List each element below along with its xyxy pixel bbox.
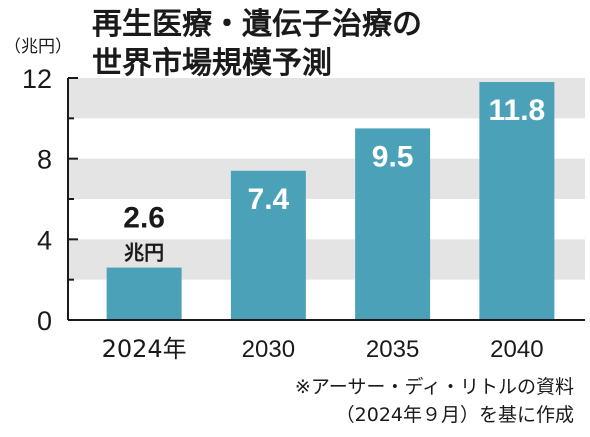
data-label: 11.8: [489, 94, 546, 127]
x-category-label: 2030: [242, 336, 295, 363]
data-labels: 2.6 兆円 7.4 9.5 11.8: [123, 94, 545, 265]
data-label-unit: 兆円: [124, 241, 164, 265]
y-tick-label: 8: [37, 145, 52, 175]
y-tick-label: 0: [37, 306, 52, 336]
bar: [230, 170, 306, 320]
x-category-labels: 2024年 2030 2035 2040: [102, 335, 544, 363]
unit-label: （兆円）: [4, 37, 72, 57]
source-note-line-1: ※アーサー・ディ・リトルの資料: [295, 376, 574, 398]
chart-title-line-2: 世界市場規模予測: [92, 46, 332, 81]
data-label: 2.6: [123, 202, 165, 235]
bar: [106, 267, 182, 320]
y-tick-label: 4: [37, 225, 52, 255]
bar: [479, 82, 555, 321]
source-note-line-2: （2024年９月）を基に作成: [336, 404, 574, 426]
bar-series: [106, 82, 555, 321]
data-label: 9.5: [372, 140, 414, 173]
x-category-label: 2024年: [102, 335, 187, 363]
x-category-label: 2040: [490, 336, 543, 363]
y-tick-label: 12: [22, 64, 52, 94]
data-label: 7.4: [248, 183, 290, 216]
bar: [355, 128, 431, 320]
chart-title-line-1: 再生医療・遺伝子治療の: [92, 7, 422, 42]
x-category-label: 2035: [366, 336, 419, 363]
y-tick-labels: 0 4 8 12: [22, 64, 52, 336]
y-axis: [67, 77, 585, 321]
